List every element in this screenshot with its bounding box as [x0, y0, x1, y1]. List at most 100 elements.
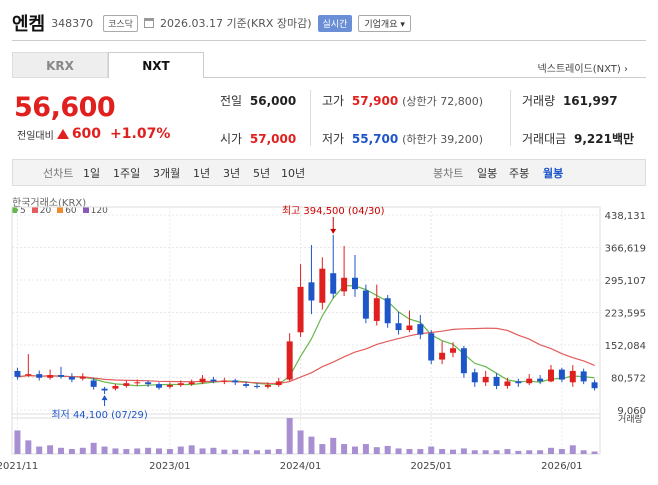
volume-bar	[79, 447, 86, 454]
up-triangle-icon	[56, 129, 69, 139]
base-date: 2026.03.17 기준(KRX 장마감)	[159, 17, 312, 30]
volume-bar	[591, 451, 598, 454]
low-arrow-head	[101, 395, 108, 401]
volume-bar	[569, 445, 576, 454]
candle-body	[384, 298, 391, 324]
market-badge: 코스닥	[103, 14, 138, 32]
x-tick-label: 2026/01	[541, 461, 583, 472]
candle-body	[580, 371, 587, 382]
y-tick-label: 80,572	[611, 374, 646, 385]
stock-code: 348370	[51, 16, 94, 30]
line-chart-label[interactable]: 선차트	[43, 167, 74, 180]
y-tick-label: 223,595	[605, 309, 646, 320]
period-1y[interactable]: 1년	[193, 167, 211, 180]
stat-value: 9,221	[574, 132, 612, 146]
volume-bar	[580, 450, 587, 454]
period-3y[interactable]: 3년	[223, 167, 241, 180]
volume-bar	[526, 450, 533, 454]
ma5-line	[17, 284, 595, 387]
volume-bar	[362, 444, 369, 454]
period-daily[interactable]: 일봉	[477, 167, 498, 180]
candle-body	[58, 375, 64, 377]
candle-body	[264, 385, 271, 387]
candle-body	[591, 382, 598, 389]
stat-high: 고가 57,900 (상한가 72,800)	[322, 92, 483, 109]
current-price: 56,600	[14, 92, 116, 123]
x-tick-label: 2024/01	[280, 461, 322, 472]
volume-bar	[90, 442, 97, 454]
period-5y[interactable]: 5년	[253, 167, 271, 180]
candle-chart-label[interactable]: 봉차트	[433, 167, 464, 180]
volume-bar	[254, 450, 260, 454]
realtime-button[interactable]: 실시간	[317, 14, 353, 32]
volume-bar	[417, 449, 424, 454]
candle-body	[199, 378, 206, 383]
header-divider	[12, 40, 646, 41]
y-tick-label: 9,060	[617, 406, 646, 417]
candle-body	[47, 375, 54, 378]
volume-bar	[243, 449, 250, 454]
period-weekly[interactable]: 주봉	[509, 167, 530, 180]
stat-amount: 거래대금 9,221백만	[522, 130, 634, 147]
stat-label: 전일	[220, 94, 243, 108]
volume-bar	[275, 449, 282, 454]
candle-body	[450, 348, 456, 353]
period-1d[interactable]: 1일	[83, 167, 101, 180]
stat-value: 55,700	[351, 132, 399, 146]
candle-body	[504, 381, 511, 386]
candle-body	[134, 382, 141, 384]
legend-text: 20	[39, 206, 52, 216]
stat-label: 저가	[322, 132, 345, 146]
period-monthly[interactable]: 월봉	[543, 167, 564, 180]
price-chart[interactable]: 438,131 366,619 295,107 223,595 152,084 80,57…	[0, 190, 658, 485]
candle-body	[25, 374, 32, 376]
volume-bar	[145, 447, 152, 454]
stat-label: 고가	[322, 94, 345, 108]
volume-bar	[14, 430, 21, 454]
price-change: 전일대비 600 +1.07%	[17, 126, 170, 142]
volume-bar	[395, 448, 402, 454]
stat-unit: 백만	[611, 132, 635, 146]
candle-body	[166, 385, 173, 387]
quote-stats: 전일 56,000 시가 57,000 고가 57,900 (상한가 72,80…	[210, 84, 646, 150]
period-10y[interactable]: 10년	[281, 167, 306, 180]
period-3m[interactable]: 3개월	[153, 167, 181, 180]
tab-nxt[interactable]: NXT	[108, 52, 204, 78]
candle-body	[319, 268, 326, 303]
exchange-tabs: KRX NXT	[12, 52, 204, 78]
volume-bar	[166, 449, 173, 454]
tab-krx[interactable]: KRX	[12, 52, 108, 78]
stat-label: 거래량	[522, 94, 556, 108]
candle-body	[471, 372, 478, 383]
candle-body	[297, 286, 304, 333]
stat-label: 시가	[220, 132, 243, 146]
stock-header: 엔켐 348370 코스닥 2026.03.17 기준(KRX 장마감) 실시간…	[12, 10, 411, 36]
volume-bar	[188, 445, 195, 454]
change-amount: 600	[71, 126, 102, 142]
candle-body	[14, 370, 21, 377]
tab-divider	[204, 77, 646, 78]
volume-bar	[232, 449, 239, 454]
nextrade-link[interactable]: 넥스트레이드(NXT) ›	[537, 64, 628, 75]
stat-low: 저가 55,700 (하한가 39,200)	[322, 130, 483, 147]
stat-value: 57,000	[249, 132, 297, 146]
candle-body	[112, 385, 119, 389]
candle-body	[101, 388, 108, 391]
candle-body	[395, 323, 402, 331]
stat-open: 시가 57,000	[220, 130, 296, 147]
period-1w[interactable]: 1주일	[113, 167, 141, 180]
volume-bar	[156, 448, 162, 454]
volume-bar	[210, 447, 217, 454]
volume-bar	[199, 448, 206, 454]
high-arrow-head	[330, 228, 337, 234]
volume-bar	[460, 448, 467, 454]
candle-body	[210, 379, 217, 382]
volume-bar	[504, 449, 511, 454]
stat-value: 161,997	[562, 94, 618, 108]
volume-bar	[493, 450, 500, 454]
company-overview-button[interactable]: 기업개요 ▾	[358, 14, 411, 32]
stat-value: 57,900	[351, 94, 399, 108]
y-tick-label: 438,131	[605, 211, 646, 222]
candle-body	[362, 290, 369, 319]
candle-body	[243, 384, 250, 386]
